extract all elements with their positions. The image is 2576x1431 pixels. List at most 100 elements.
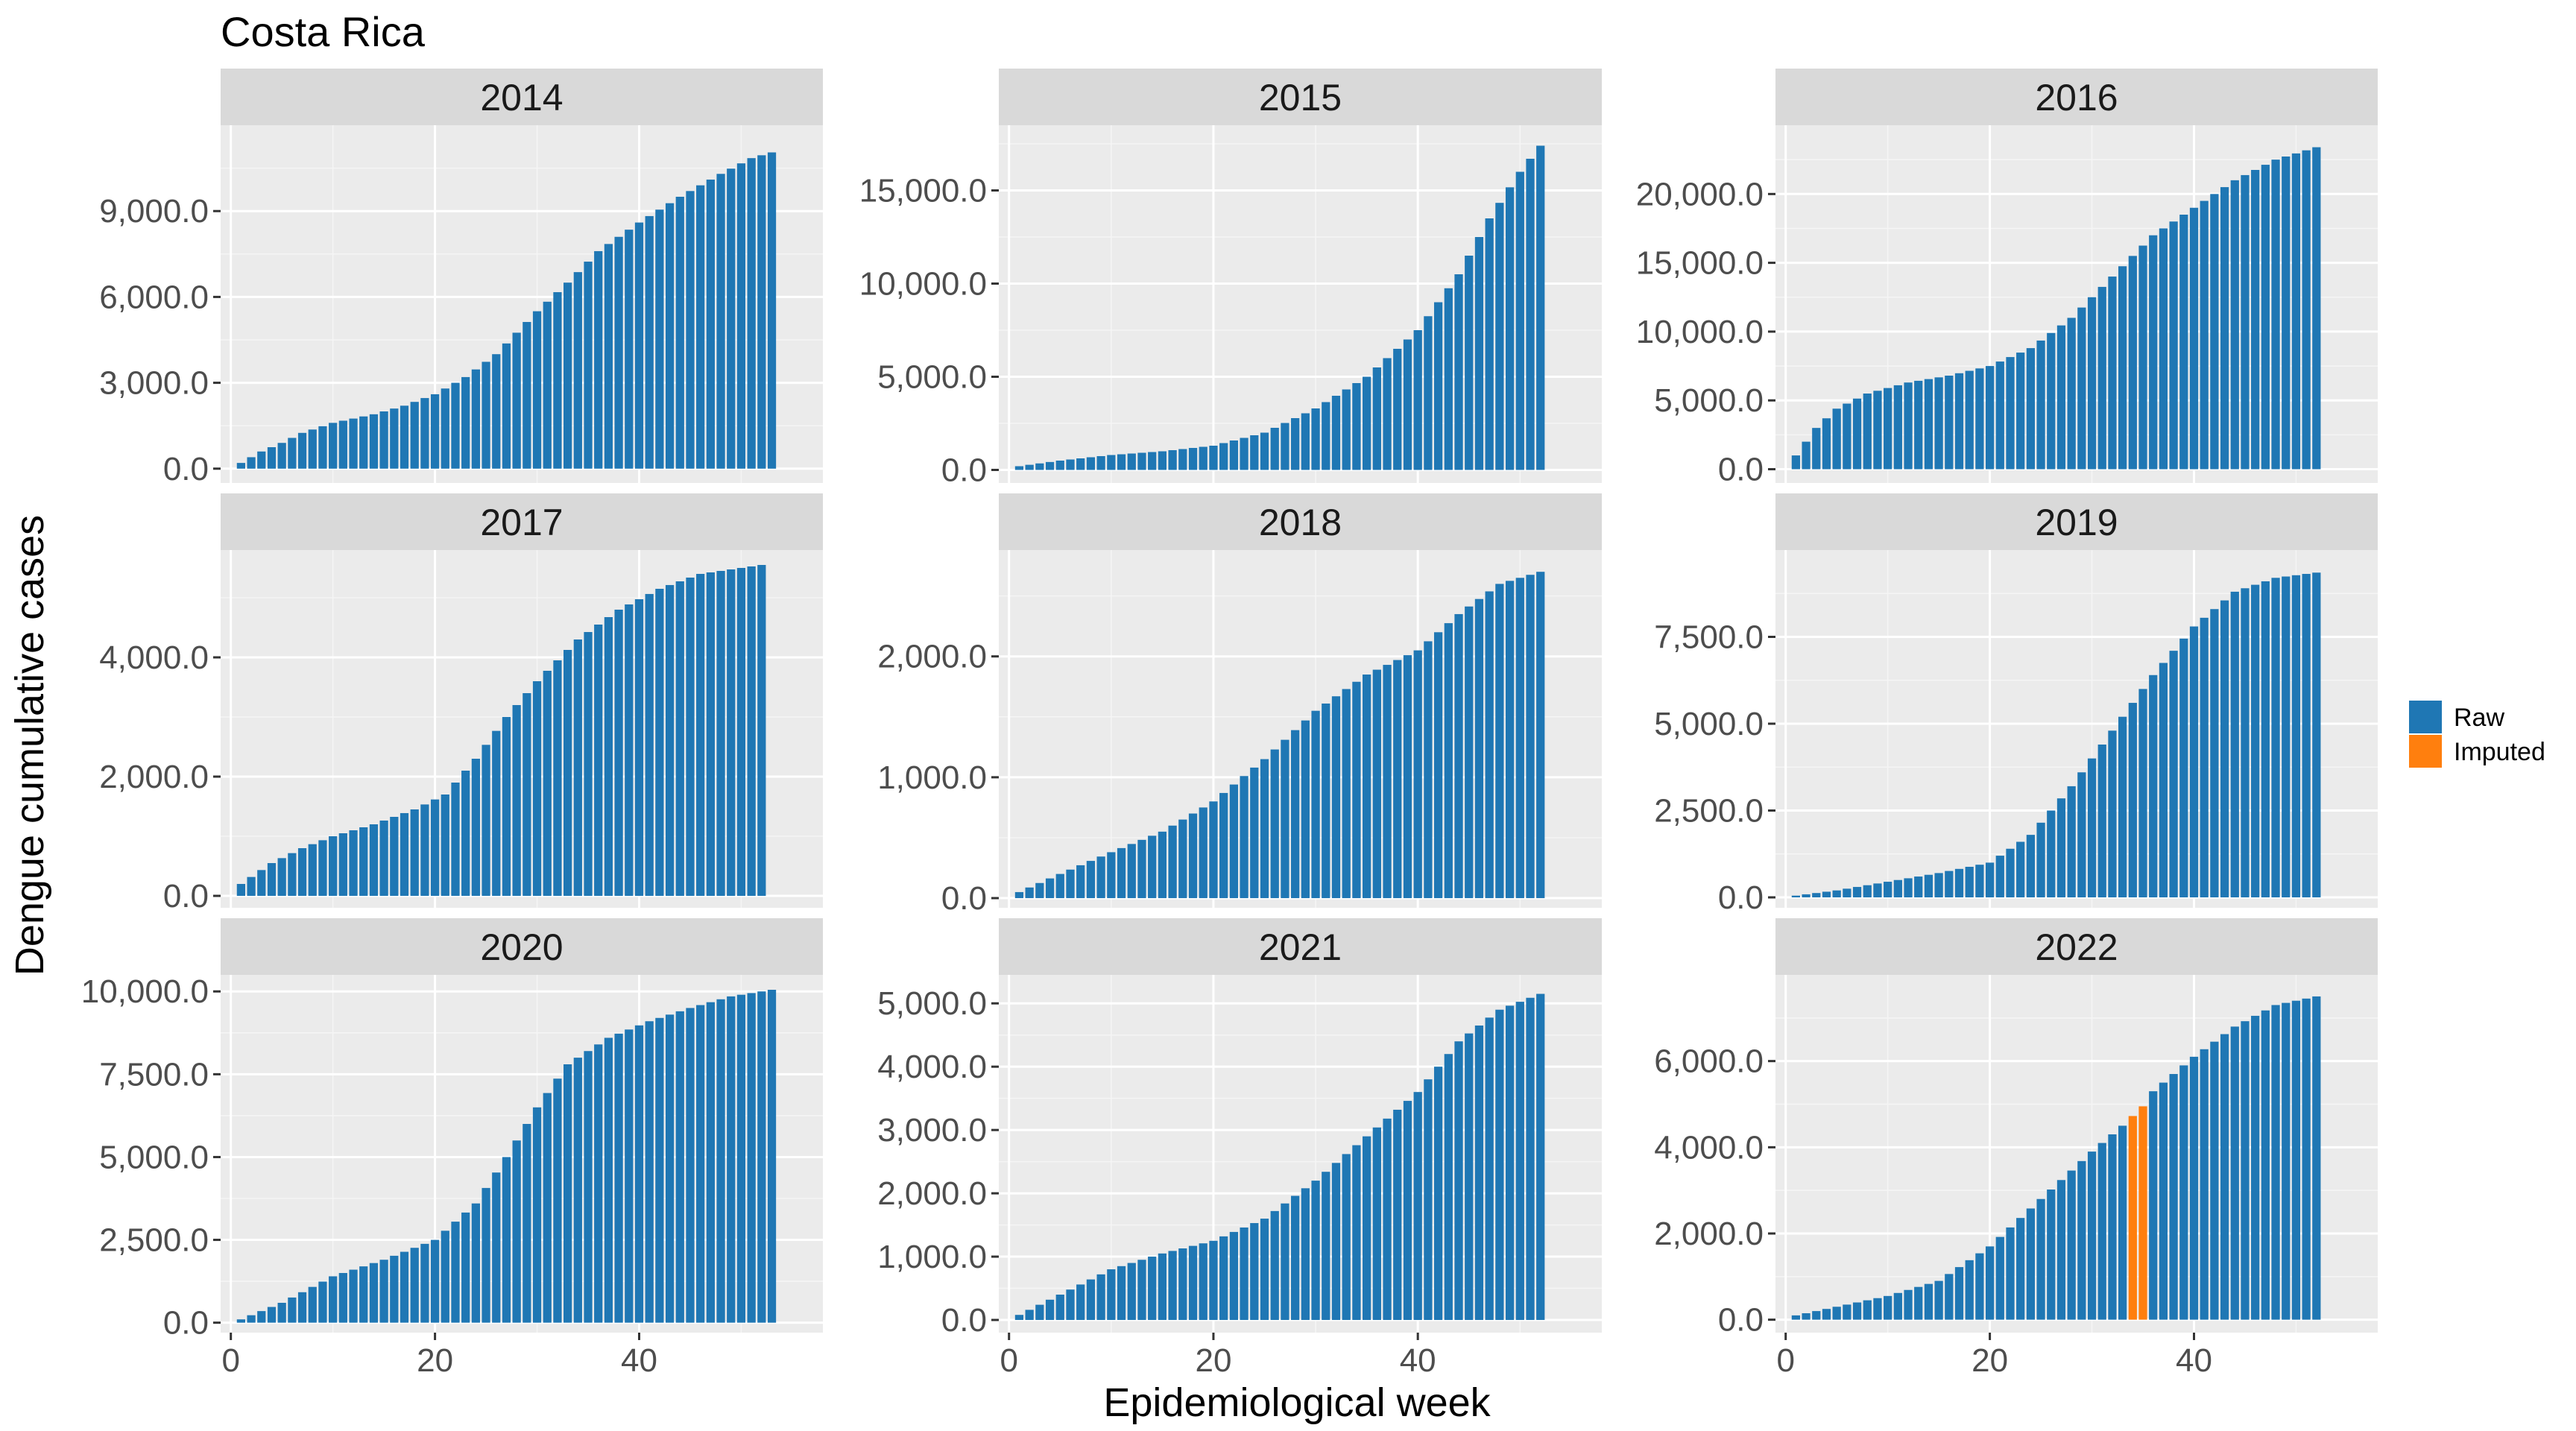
bar-raw xyxy=(1035,882,1044,899)
bar-raw xyxy=(297,432,307,469)
bar-raw xyxy=(1515,1002,1524,1321)
bar-raw xyxy=(1301,413,1310,470)
bar-raw xyxy=(1096,1274,1105,1321)
bar-raw xyxy=(1148,452,1157,470)
bar-raw xyxy=(604,617,613,896)
bar-raw xyxy=(2026,1208,2035,1320)
bar-raw xyxy=(430,1239,440,1323)
bar-raw xyxy=(2036,822,2045,898)
bar-raw xyxy=(318,1281,327,1323)
bar-raw xyxy=(634,599,644,896)
bar-raw xyxy=(1199,807,1208,899)
bar-raw xyxy=(308,429,317,469)
bar-raw xyxy=(318,426,327,469)
bar-raw xyxy=(1055,1295,1064,1321)
strip-background xyxy=(1775,69,2378,125)
bar-raw xyxy=(634,222,644,469)
bar-raw xyxy=(1107,455,1116,470)
bar-raw xyxy=(1536,994,1545,1321)
bar-raw xyxy=(492,354,501,469)
bar-raw xyxy=(1117,1266,1126,1321)
bar-raw xyxy=(1372,1127,1381,1321)
strip-label: 2015 xyxy=(1259,77,1342,119)
bar-raw xyxy=(1474,598,1484,899)
y-tick-label: 0.0 xyxy=(941,880,987,917)
bar-raw xyxy=(1884,388,1892,470)
bar-raw xyxy=(706,1002,715,1323)
bar-raw xyxy=(461,1212,470,1323)
bar-raw xyxy=(594,1044,603,1323)
bar-raw xyxy=(1137,1260,1146,1321)
bar-raw xyxy=(645,593,654,896)
strip-background xyxy=(1775,493,2378,550)
bar-raw xyxy=(1322,1172,1330,1321)
bar-raw xyxy=(2056,325,2066,470)
bar-raw xyxy=(1873,391,1882,470)
bar-raw xyxy=(1055,461,1064,470)
bar-raw xyxy=(390,817,399,896)
bar-raw xyxy=(1495,584,1504,899)
bar-raw xyxy=(1240,1227,1248,1321)
bar-raw xyxy=(1086,457,1096,470)
bar-raw xyxy=(512,1140,521,1323)
bar-raw xyxy=(532,681,542,896)
bar-raw xyxy=(1322,703,1330,899)
bar-raw xyxy=(716,174,725,469)
y-tick-label: 3,000.0 xyxy=(877,1112,987,1149)
bar-raw xyxy=(1914,876,1923,898)
bar-raw xyxy=(1852,398,1862,470)
bar-raw xyxy=(634,1025,644,1323)
strip-label: 2022 xyxy=(2035,926,2118,968)
bar-raw xyxy=(2261,581,2270,898)
bar-raw xyxy=(2241,174,2250,470)
bar-raw xyxy=(2006,1227,2015,1320)
bar-raw xyxy=(1270,428,1279,470)
bar-raw xyxy=(1822,891,1831,898)
y-tick-label: 2,000.0 xyxy=(1654,1216,1764,1252)
bar-raw xyxy=(1454,613,1463,899)
bar-raw xyxy=(1975,865,1984,898)
bar-raw xyxy=(338,833,347,896)
bar-raw xyxy=(1311,1181,1320,1321)
bar-raw xyxy=(247,876,256,896)
bar-raw xyxy=(318,840,327,896)
bar-raw xyxy=(1209,1240,1218,1321)
bar-raw xyxy=(502,1157,511,1323)
bar-raw xyxy=(1505,1005,1515,1321)
y-tick-label: 7,500.0 xyxy=(99,1056,209,1093)
bar-raw xyxy=(1229,440,1238,470)
bar-raw xyxy=(2006,357,2015,470)
bar-raw xyxy=(665,584,675,896)
bar-raw xyxy=(1985,862,1995,898)
bar-raw xyxy=(1209,446,1218,470)
bar-raw xyxy=(1148,835,1157,899)
bar-raw xyxy=(2026,348,2035,470)
x-tick-label: 40 xyxy=(1400,1342,1436,1379)
bar-raw xyxy=(1240,437,1248,470)
bar-raw xyxy=(1975,1253,1984,1320)
bar-raw xyxy=(1444,288,1453,470)
bar-raw xyxy=(655,589,664,896)
bar-raw xyxy=(716,999,725,1323)
bar-raw xyxy=(2271,159,2280,470)
y-tick-label: 5,000.0 xyxy=(99,1139,209,1175)
bar-raw xyxy=(1884,882,1892,898)
bar-raw xyxy=(1281,423,1289,470)
bar-raw xyxy=(349,1269,358,1323)
bar-raw xyxy=(1137,839,1146,899)
bar-raw xyxy=(665,203,675,469)
bar-raw xyxy=(727,168,736,469)
bar-raw xyxy=(1954,868,1964,898)
bar-raw xyxy=(1536,572,1545,899)
bar-raw xyxy=(471,369,480,469)
bar-raw xyxy=(2220,1034,2229,1320)
bar-raw xyxy=(1526,997,1535,1321)
bar-raw xyxy=(1107,1269,1116,1321)
strip-background xyxy=(999,69,1602,125)
panel-2014: 2014 0.0 3,000.0 6,000.0 9,000.0 xyxy=(99,69,823,487)
bar-raw xyxy=(1403,339,1412,470)
x-tick-label: 20 xyxy=(1972,1342,2008,1379)
x-tick-label: 0 xyxy=(1000,1342,1017,1379)
bar-raw xyxy=(2241,1021,2250,1320)
bar-raw xyxy=(1791,455,1801,470)
